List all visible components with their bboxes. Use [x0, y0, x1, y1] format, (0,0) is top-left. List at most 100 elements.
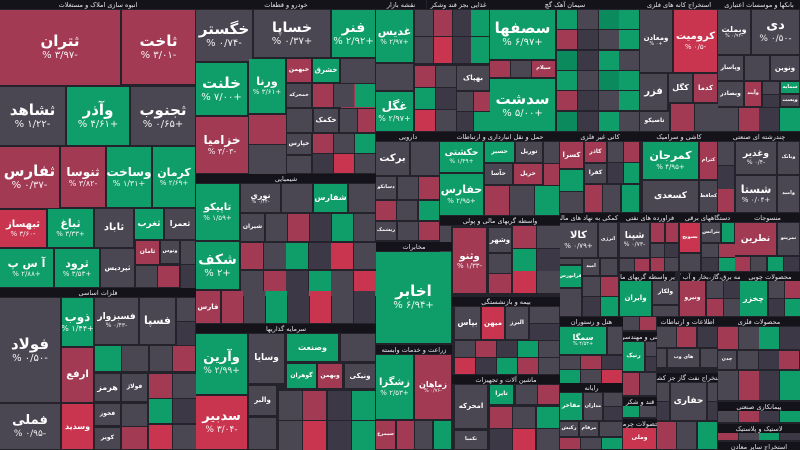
- filler-stock-tile[interactable]: [657, 349, 666, 367]
- filler-stock-tile[interactable]: [651, 258, 664, 271]
- filler-stock-tile[interactable]: [785, 281, 800, 298]
- filler-stock-tile[interactable]: [453, 37, 471, 63]
- filler-stock-tile[interactable]: [544, 142, 559, 163]
- stock-tile[interactable]: هرمز: [95, 374, 120, 401]
- filler-stock-tile[interactable]: [177, 322, 195, 345]
- filler-stock-tile[interactable]: [657, 327, 676, 347]
- filler-stock-tile[interactable]: [707, 299, 723, 316]
- stock-tile[interactable]: رکیش: [560, 422, 578, 436]
- filler-stock-tile[interactable]: [544, 164, 559, 185]
- stock-tile[interactable]: غگل +۲/۹۷ %: [376, 92, 413, 131]
- filler-stock-tile[interactable]: [719, 258, 735, 271]
- filler-stock-tile[interactable]: [455, 341, 475, 357]
- filler-stock-tile[interactable]: [173, 425, 196, 449]
- stock-tile[interactable]: خگستر -۰/۷۴ %: [196, 10, 252, 61]
- filler-stock-tile[interactable]: [701, 349, 717, 367]
- stock-tile[interactable]: والبر: [249, 386, 276, 415]
- stock-tile[interactable]: سمگا +۴/۵۳ %: [560, 327, 606, 354]
- filler-stock-tile[interactable]: [511, 61, 531, 77]
- filler-stock-tile[interactable]: [419, 201, 439, 220]
- stock-tile[interactable]: ثاخت -۳/۰۱ %: [122, 10, 195, 84]
- filler-stock-tile[interactable]: [739, 108, 759, 131]
- stock-tile[interactable]: کاذر: [585, 142, 606, 162]
- filler-stock-tile[interactable]: [640, 405, 656, 417]
- filler-stock-tile[interactable]: [646, 357, 656, 371]
- filler-stock-tile[interactable]: [149, 374, 172, 398]
- filler-stock-tile[interactable]: [602, 438, 622, 449]
- filler-stock-tile[interactable]: [780, 108, 800, 131]
- filler-stock-tile[interactable]: [287, 156, 311, 173]
- stock-tile[interactable]: کحافظ: [700, 181, 717, 212]
- filler-stock-tile[interactable]: [707, 281, 723, 298]
- stock-tile[interactable]: کویر: [95, 428, 120, 449]
- filler-stock-tile[interactable]: [601, 259, 617, 275]
- filler-stock-tile[interactable]: [640, 317, 656, 330]
- stock-tile[interactable]: وآذر +۴/۶۱ %: [67, 87, 129, 145]
- stock-tile[interactable]: وتوس: [161, 241, 179, 263]
- filler-stock-tile[interactable]: [332, 291, 353, 323]
- filler-stock-tile[interactable]: [653, 306, 678, 316]
- filler-stock-tile[interactable]: [599, 10, 619, 29]
- filler-stock-tile[interactable]: [122, 346, 148, 371]
- filler-stock-tile[interactable]: [415, 66, 435, 87]
- stock-tile[interactable]: وبانک: [778, 142, 799, 174]
- filler-stock-tile[interactable]: [718, 189, 734, 212]
- stock-tile[interactable]: بهپاک: [457, 66, 489, 90]
- filler-stock-tile[interactable]: [604, 407, 622, 420]
- filler-stock-tile[interactable]: [398, 177, 418, 199]
- stock-tile[interactable]: خکمک: [314, 109, 338, 132]
- filler-stock-tile[interactable]: [264, 243, 286, 269]
- filler-stock-tile[interactable]: [282, 184, 312, 212]
- filler-stock-tile[interactable]: [530, 307, 559, 323]
- filler-stock-tile[interactable]: [173, 399, 196, 423]
- stock-tile[interactable]: کسرا: [560, 142, 583, 168]
- stock-tile[interactable]: ثباغ +۳/۳۳ %: [48, 209, 93, 247]
- filler-stock-tile[interactable]: [560, 370, 580, 383]
- filler-stock-tile[interactable]: [355, 84, 375, 107]
- filler-stock-tile[interactable]: [608, 163, 623, 183]
- stock-tile[interactable]: ذوب +۱/۴۴ %: [62, 298, 93, 346]
- filler-stock-tile[interactable]: [340, 109, 357, 132]
- filler-stock-tile[interactable]: [352, 421, 375, 450]
- stock-tile[interactable]: ونوین: [771, 56, 799, 80]
- filler-stock-tile[interactable]: [415, 110, 435, 131]
- filler-stock-tile[interactable]: [355, 154, 375, 173]
- filler-stock-tile[interactable]: [608, 327, 622, 354]
- stock-tile[interactable]: بسویچ: [680, 223, 700, 252]
- filler-stock-tile[interactable]: [759, 108, 779, 131]
- filler-stock-tile[interactable]: [557, 112, 577, 131]
- stock-tile[interactable]: فزر: [640, 74, 667, 110]
- filler-stock-tile[interactable]: [578, 10, 598, 29]
- filler-stock-tile[interactable]: [513, 226, 536, 248]
- filler-stock-tile[interactable]: [698, 422, 717, 449]
- filler-stock-tile[interactable]: [739, 432, 759, 440]
- stock-tile[interactable]: ثرود +۳/۵۳ %: [55, 249, 99, 287]
- filler-stock-tile[interactable]: [537, 407, 559, 428]
- filler-stock-tile[interactable]: [539, 341, 559, 357]
- stock-tile[interactable]: ریشمک: [376, 222, 396, 240]
- filler-stock-tile[interactable]: [560, 438, 580, 449]
- stock-tile[interactable]: زشگزا +۲/۵۳ %: [376, 355, 413, 419]
- filler-stock-tile[interactable]: [560, 356, 580, 369]
- filler-stock-tile[interactable]: [222, 291, 243, 323]
- filler-stock-tile[interactable]: [718, 371, 738, 400]
- filler-stock-tile[interactable]: [288, 214, 309, 241]
- filler-stock-tile[interactable]: [779, 351, 799, 369]
- filler-stock-tile[interactable]: [149, 425, 172, 449]
- filler-stock-tile[interactable]: [331, 243, 353, 269]
- stock-tile[interactable]: برکت: [376, 142, 409, 175]
- filler-stock-tile[interactable]: [651, 244, 664, 257]
- filler-stock-tile[interactable]: [415, 88, 435, 109]
- stock-tile[interactable]: وامید: [778, 176, 799, 212]
- stock-tile[interactable]: تاپیکو +۱/۵۹ %: [196, 184, 239, 240]
- filler-stock-tile[interactable]: [600, 422, 622, 436]
- filler-stock-tile[interactable]: [785, 299, 800, 316]
- filler-stock-tile[interactable]: [249, 145, 286, 174]
- filler-stock-tile[interactable]: [476, 358, 496, 374]
- filler-stock-tile[interactable]: [702, 244, 718, 257]
- stock-tile[interactable]: خشرق: [313, 59, 339, 82]
- stock-tile[interactable]: وصنعت: [287, 334, 338, 361]
- stock-tile[interactable]: کرومیت -۰/۵ %: [674, 10, 717, 72]
- filler-stock-tile[interactable]: [698, 327, 717, 347]
- filler-stock-tile[interactable]: [708, 402, 717, 420]
